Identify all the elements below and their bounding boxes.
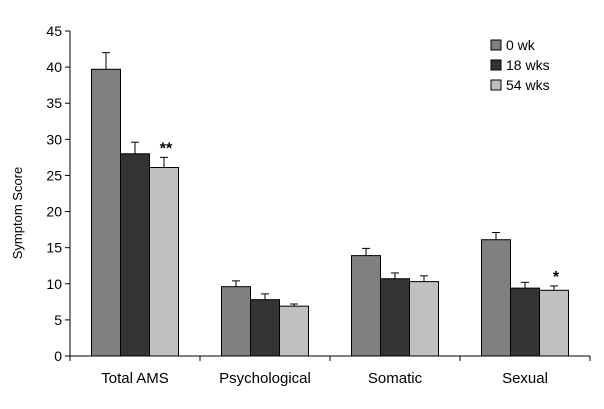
legend-label: 0 wk [506, 37, 536, 53]
bar [250, 299, 280, 357]
y-tick-label: 0 [54, 348, 62, 364]
legend-label: 18 wks [506, 57, 550, 73]
bar [221, 286, 251, 357]
y-tick-label: 10 [46, 276, 62, 292]
y-tick-label: 35 [46, 95, 62, 111]
bars-group [91, 52, 569, 357]
y-tick-label: 25 [46, 167, 62, 183]
legend-swatch [490, 59, 502, 71]
x-tick-label: Somatic [368, 370, 423, 387]
significance-marker: * [553, 269, 560, 286]
x-tick-label: Psychological [219, 370, 311, 387]
bar [481, 239, 511, 357]
bar [351, 255, 381, 357]
bar [539, 289, 569, 357]
y-tick-label: 40 [46, 59, 62, 75]
bar [380, 278, 410, 357]
axes: 0 5 10 15 20 25 30 35 40 45 Total AMS Psychological… [46, 23, 591, 387]
bar [149, 167, 179, 357]
y-axis-label: Symptom Score [10, 167, 25, 259]
bar [409, 281, 439, 357]
significance-marker: ** [160, 140, 173, 157]
legend-swatch [490, 79, 502, 91]
x-tick-label: Total AMS [101, 370, 169, 387]
y-tick-label: 15 [46, 240, 62, 256]
bar [279, 305, 309, 357]
annotations-group: *** [160, 140, 560, 286]
bar [91, 68, 121, 357]
bar [510, 287, 540, 357]
y-tick-label: 20 [46, 204, 62, 220]
y-tick-label: 45 [46, 23, 62, 39]
bar [120, 153, 150, 357]
legend: 0 wk 18 wks 54 wks [490, 37, 550, 93]
x-tick-label: Sexual [502, 370, 548, 387]
legend-label: 54 wks [506, 77, 550, 93]
y-tick-label: 30 [46, 131, 62, 147]
legend-swatch [490, 39, 502, 51]
y-tick-label: 5 [54, 312, 62, 328]
